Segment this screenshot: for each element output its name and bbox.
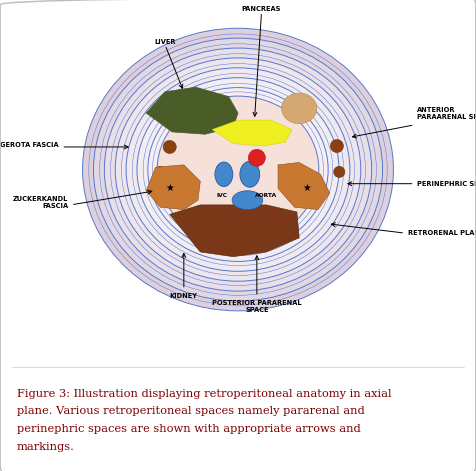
- Text: PANCREAS: PANCREAS: [242, 6, 281, 12]
- Ellipse shape: [115, 58, 361, 281]
- Polygon shape: [278, 162, 330, 210]
- Ellipse shape: [282, 93, 317, 123]
- Ellipse shape: [126, 68, 350, 271]
- Circle shape: [155, 166, 166, 178]
- Ellipse shape: [215, 162, 233, 187]
- Text: IVC: IVC: [217, 193, 228, 198]
- Circle shape: [334, 166, 345, 178]
- Circle shape: [163, 140, 176, 154]
- Ellipse shape: [93, 38, 383, 301]
- Ellipse shape: [157, 96, 319, 243]
- Text: plane. Various retroperitoneal spaces namely pararenal and: plane. Various retroperitoneal spaces na…: [17, 406, 365, 416]
- Ellipse shape: [137, 78, 339, 261]
- Text: ★: ★: [165, 182, 174, 193]
- Circle shape: [330, 139, 344, 153]
- Polygon shape: [146, 165, 200, 210]
- Text: GEROTA FASCIA: GEROTA FASCIA: [0, 142, 59, 148]
- Ellipse shape: [240, 161, 260, 187]
- Polygon shape: [212, 120, 292, 146]
- Ellipse shape: [148, 88, 328, 252]
- Text: KIDNEY: KIDNEY: [170, 293, 198, 299]
- Text: Figure 3: Illustration displaying retroperitoneal anatomy in axial: Figure 3: Illustration displaying retrop…: [17, 389, 391, 398]
- Polygon shape: [146, 87, 238, 134]
- Ellipse shape: [104, 48, 372, 291]
- Ellipse shape: [232, 191, 263, 210]
- Polygon shape: [170, 205, 299, 257]
- Text: RETRORENAL PLANE: RETRORENAL PLANE: [407, 230, 476, 236]
- Text: ZUCKERKANDL
FASCIA: ZUCKERKANDL FASCIA: [13, 196, 69, 209]
- Text: ANTERIOR
PARAARENAL SPACE: ANTERIOR PARAARENAL SPACE: [417, 107, 476, 120]
- Text: markings.: markings.: [17, 442, 75, 452]
- Text: POSTERIOR PARARENAL
SPACE: POSTERIOR PARARENAL SPACE: [212, 300, 302, 314]
- Ellipse shape: [82, 28, 394, 311]
- Circle shape: [248, 149, 265, 166]
- Text: LIVER: LIVER: [154, 39, 176, 45]
- Text: PERINEPHRIC SPACE: PERINEPHRIC SPACE: [417, 181, 476, 187]
- Text: perinephric spaces are shown with appropriate arrows and: perinephric spaces are shown with approp…: [17, 424, 360, 434]
- Text: ★: ★: [302, 182, 311, 193]
- Text: AORTA: AORTA: [255, 193, 278, 198]
